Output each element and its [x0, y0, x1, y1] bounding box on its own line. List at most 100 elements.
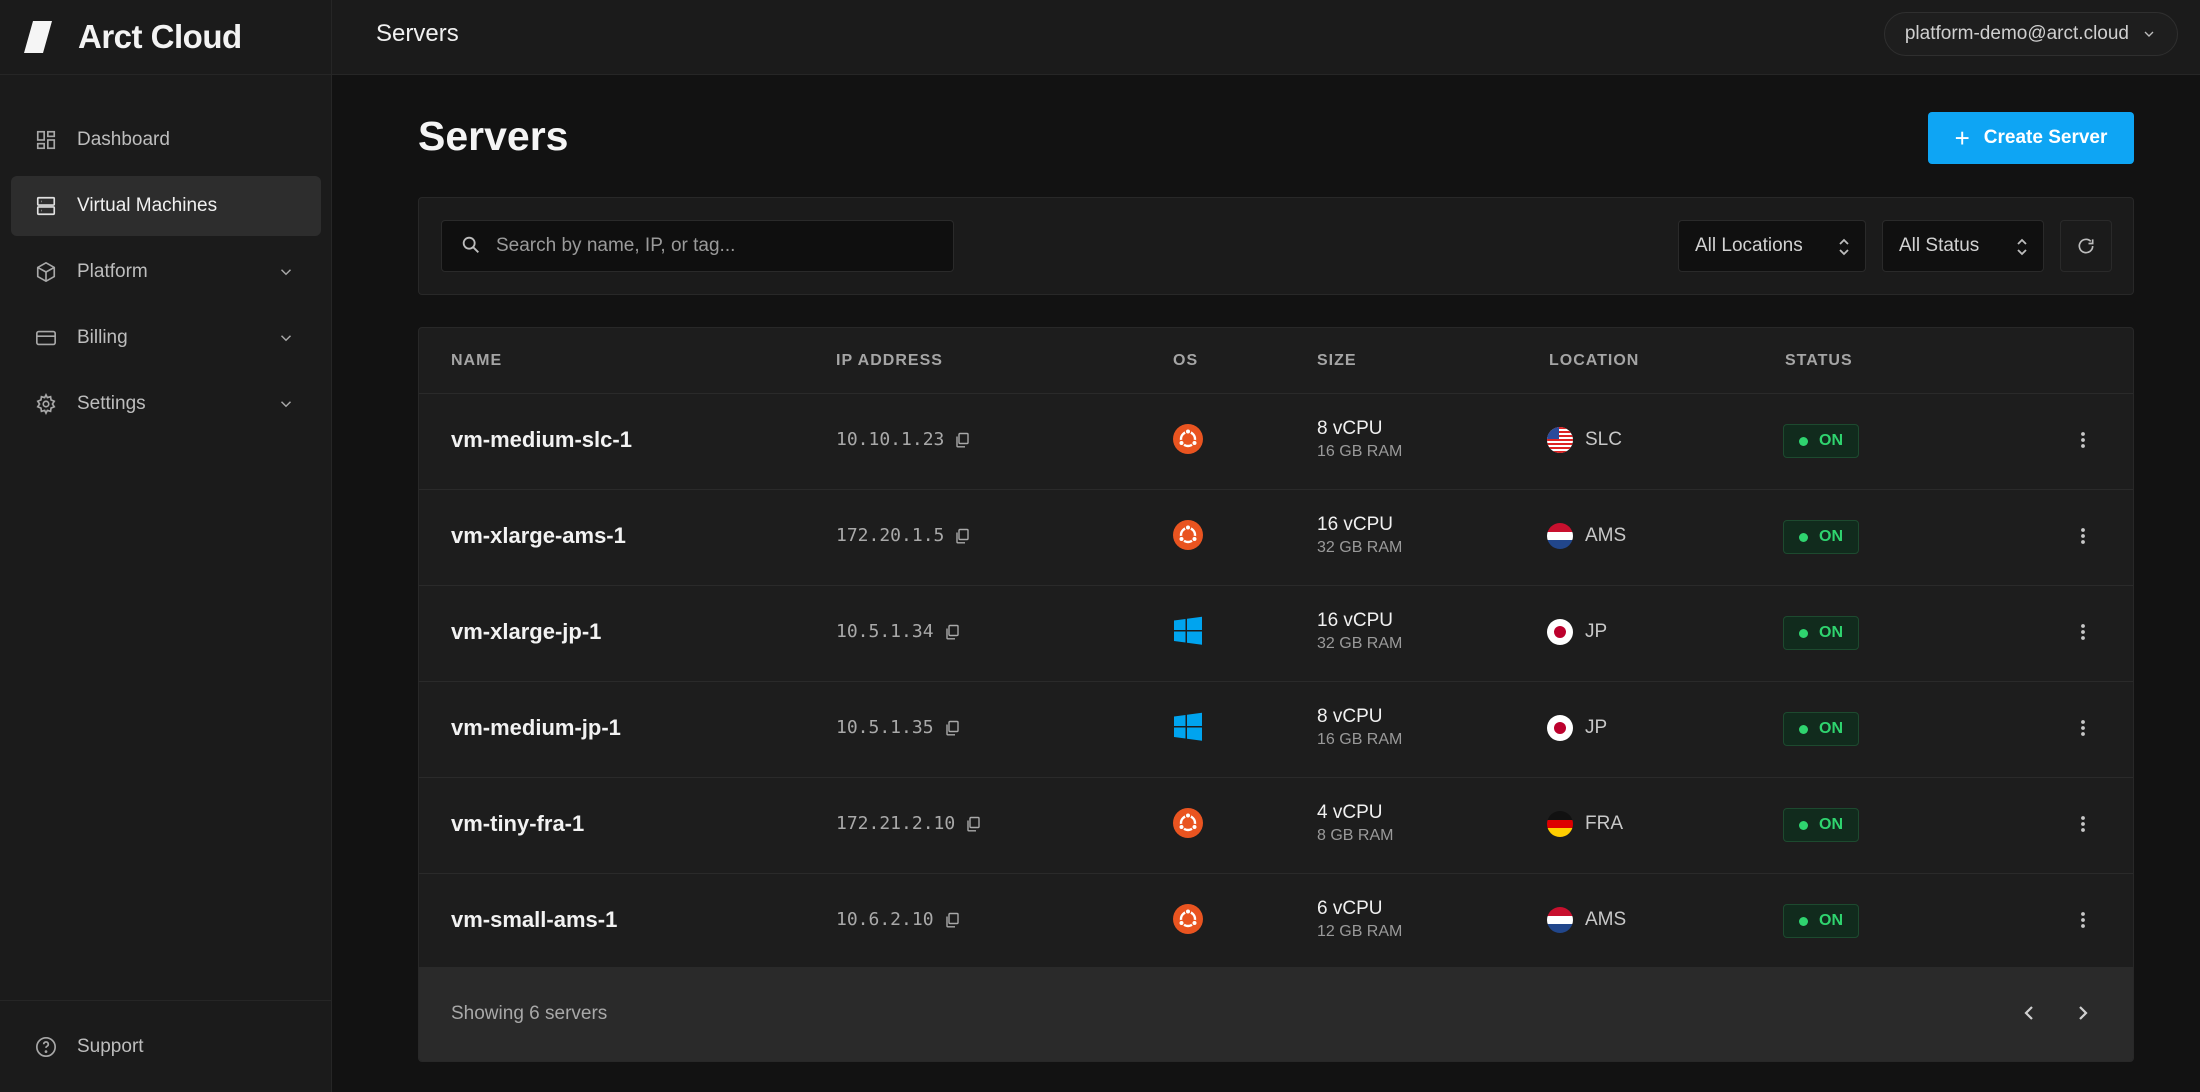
sidebar: Arct Cloud Dashboard	[0, 0, 332, 1092]
page-title: Servers	[418, 113, 569, 159]
status-text: ON	[1819, 432, 1843, 449]
ip-address-text: 172.21.2.10	[836, 813, 956, 834]
next-page-button[interactable]	[2071, 1001, 2095, 1025]
table-footer: Showing 6 servers	[419, 967, 2133, 1061]
location-code: FRA	[1585, 813, 1623, 834]
copy-icon[interactable]	[944, 912, 960, 928]
kebab-menu-icon	[2073, 528, 2093, 552]
status-filter-select[interactable]: All Status	[1882, 220, 2044, 272]
jp-flag-icon	[1547, 619, 1573, 645]
row-actions-button[interactable]	[2073, 524, 2093, 548]
ip-address-text: 10.5.1.34	[836, 621, 934, 642]
copy-icon[interactable]	[954, 528, 970, 544]
server-name[interactable]: vm-tiny-fra-1	[451, 811, 585, 836]
server-name[interactable]: vm-medium-jp-1	[451, 715, 621, 740]
previous-page-button[interactable]	[2017, 1001, 2041, 1025]
help-circle-icon	[35, 1036, 57, 1058]
status-text: ON	[1819, 912, 1843, 929]
table-row[interactable]: vm-medium-jp-1 10.5.1.35 8 vCPU 16 GB RA…	[419, 682, 2133, 778]
server-location: AMS	[1547, 907, 1626, 933]
chevron-right-icon	[2079, 1006, 2088, 1020]
sidebar-item-platform[interactable]: Platform	[11, 242, 321, 302]
row-actions-button[interactable]	[2073, 620, 2093, 644]
table-row[interactable]: vm-medium-slc-1 10.10.1.23 8 vCPU 16 GB …	[419, 394, 2133, 490]
chevron-down-icon	[2144, 31, 2154, 37]
server-location: FRA	[1547, 811, 1623, 837]
server-size: 16 vCPU 32 GB RAM	[1317, 514, 1402, 557]
server-size: 8 vCPU 16 GB RAM	[1317, 418, 1402, 461]
column-header-status[interactable]: STATUS	[1785, 352, 1853, 369]
create-server-button[interactable]: + Create Server	[1928, 112, 2134, 164]
status-dot-icon	[1799, 628, 1808, 638]
server-size: 8 vCPU 16 GB RAM	[1317, 706, 1402, 749]
ram-amount: 32 GB RAM	[1317, 635, 1403, 652]
table-row[interactable]: vm-tiny-fra-1 172.21.2.10 4 vCPU 8 GB RA…	[419, 778, 2133, 874]
copy-icon[interactable]	[944, 624, 960, 640]
server-name[interactable]: vm-xlarge-jp-1	[451, 619, 602, 644]
server-location: AMS	[1547, 523, 1626, 549]
sidebar-item-virtual-machines[interactable]: Virtual Machines	[11, 176, 321, 236]
ip-address: 10.10.1.23	[836, 429, 970, 450]
server-name[interactable]: vm-xlarge-ams-1	[451, 523, 626, 548]
refresh-button[interactable]	[2060, 220, 2112, 272]
server-location: JP	[1547, 715, 1607, 741]
sidebar-item-settings[interactable]: Settings	[11, 374, 321, 434]
sidebar-item-dashboard[interactable]: Dashboard	[11, 110, 321, 170]
copy-icon[interactable]	[965, 816, 981, 832]
windows-icon	[1173, 712, 1203, 742]
ubuntu-icon	[1173, 808, 1203, 838]
sidebar-item-label: Virtual Machines	[77, 195, 218, 216]
ram-amount: 32 GB RAM	[1317, 539, 1403, 556]
ip-address-text: 10.6.2.10	[836, 909, 934, 930]
ram-amount: 12 GB RAM	[1317, 923, 1403, 940]
location-code: JP	[1585, 717, 1608, 738]
sidebar-item-billing[interactable]: Billing	[11, 308, 321, 368]
row-actions-button[interactable]	[2073, 908, 2093, 932]
table-row[interactable]: vm-small-ams-1 10.6.2.10 6 vCPU 12 GB RA…	[419, 874, 2133, 970]
kebab-menu-icon	[2073, 624, 2093, 648]
column-header-os[interactable]: OS	[1173, 352, 1199, 369]
server-name[interactable]: vm-medium-slc-1	[451, 427, 632, 452]
column-header-location[interactable]: LOCATION	[1549, 352, 1640, 369]
table-header: NAME IP ADDRESS OS SIZE LOCATION STATUS	[419, 328, 2133, 394]
column-header-name[interactable]: NAME	[451, 352, 503, 369]
search-input[interactable]	[496, 221, 936, 271]
server-size: 4 vCPU 8 GB RAM	[1317, 802, 1393, 845]
brand[interactable]: Arct Cloud	[0, 0, 331, 75]
location-filter-select[interactable]: All Locations	[1678, 220, 1866, 272]
sidebar-item-label: Platform	[77, 261, 148, 282]
ram-amount: 8 GB RAM	[1317, 827, 1394, 844]
chevron-down-icon	[280, 269, 292, 276]
account-menu[interactable]: platform-demo@arct.cloud	[1883, 12, 2178, 56]
row-actions-button[interactable]	[2073, 812, 2093, 836]
filter-bar: All Locations All Status	[418, 197, 2134, 295]
server-name[interactable]: vm-small-ams-1	[451, 907, 618, 932]
status-filter-value: All Status	[1899, 235, 1980, 256]
sidebar-item-label: Settings	[77, 393, 146, 414]
ubuntu-icon	[1173, 904, 1203, 934]
chevron-down-icon	[280, 335, 292, 342]
table-row[interactable]: vm-xlarge-jp-1 10.5.1.34 16 vCPU 32 GB R…	[419, 586, 2133, 682]
column-header-size[interactable]: SIZE	[1317, 352, 1357, 369]
search-icon	[462, 236, 479, 253]
column-header-ip[interactable]: IP ADDRESS	[836, 352, 943, 369]
status-text: ON	[1819, 816, 1843, 833]
refresh-icon	[2078, 238, 2094, 254]
dashboard-icon	[35, 129, 57, 151]
status-badge: ON	[1783, 616, 1859, 650]
chevron-down-icon	[280, 401, 292, 408]
ubuntu-icon	[1173, 424, 1203, 454]
cpu-count: 16 vCPU	[1317, 610, 1394, 631]
copy-icon[interactable]	[954, 432, 970, 448]
row-actions-button[interactable]	[2073, 428, 2093, 452]
support-link[interactable]: Support	[0, 1000, 332, 1092]
kebab-menu-icon	[2073, 816, 2093, 840]
row-actions-button[interactable]	[2073, 716, 2093, 740]
location-code: AMS	[1585, 525, 1627, 546]
status-badge: ON	[1783, 520, 1859, 554]
ip-address: 10.5.1.34	[836, 621, 960, 642]
status-text: ON	[1819, 624, 1843, 641]
copy-icon[interactable]	[944, 720, 960, 736]
table-row[interactable]: vm-xlarge-ams-1 172.20.1.5 16 vCPU 32 GB…	[419, 490, 2133, 586]
